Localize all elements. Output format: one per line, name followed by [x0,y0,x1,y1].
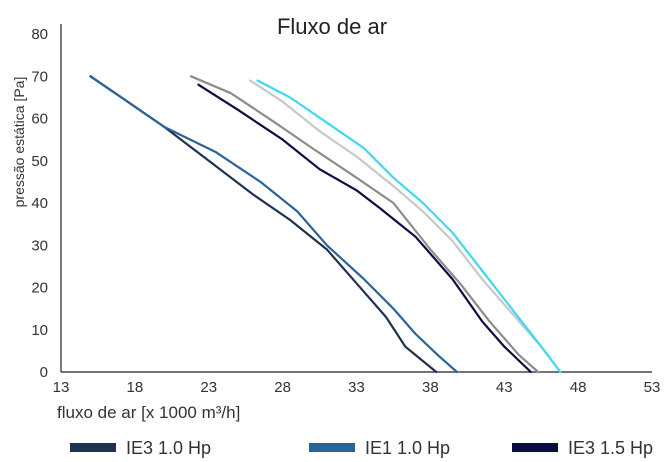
y-axis-label: pressão estática [Pa] [11,77,27,208]
x-tick-label: 13 [53,379,70,396]
x-tick-label: 23 [200,379,217,396]
legend: IE3 1.0 Hp IE1 1.0 Hp IE3 1.5 Hp [70,438,653,458]
legend-label: IE1 1.0 Hp [365,438,450,458]
legend-swatch [70,443,116,452]
legend-swatch [512,443,558,452]
series-line-6 [256,79,562,374]
x-tick-label: 48 [570,379,587,396]
series-line-3 [197,83,532,374]
x-tick-label: 18 [127,379,144,396]
legend-label: IE3 1.0 Hp [126,438,211,458]
legend-label: IE3 1.5 Hp [568,438,653,458]
x-tick-label: 43 [496,379,513,396]
series-line-1 [89,75,438,374]
x-tick-label: 53 [644,379,661,396]
series-line-4 [189,75,540,374]
y-tick-label: 70 [31,68,48,85]
x-tick-label: 38 [422,379,439,396]
series-line-5 [249,79,562,374]
y-tick-label: 10 [31,322,48,339]
y-tick-label: 80 [31,26,48,43]
y-tick-label: 0 [40,364,48,381]
y-tick-label: 50 [31,153,48,170]
x-tick-label: 28 [274,379,291,396]
x-axis-label: fluxo de ar [x 1000 m³/h] [57,403,240,422]
y-tick-labels: 0 10 20 30 40 50 60 70 80 [31,26,48,381]
chart-title: Fluxo de ar [277,14,387,39]
y-tick-label: 20 [31,280,48,297]
legend-swatch [309,443,355,452]
x-tick-label: 33 [348,379,365,396]
series-line-2 [89,75,459,374]
y-tick-label: 60 [31,111,48,128]
y-tick-label: 30 [31,237,48,254]
series-lines [89,75,562,374]
y-tick-label: 40 [31,195,48,212]
x-tick-labels: 13 18 23 28 33 38 43 48 53 [53,379,661,396]
